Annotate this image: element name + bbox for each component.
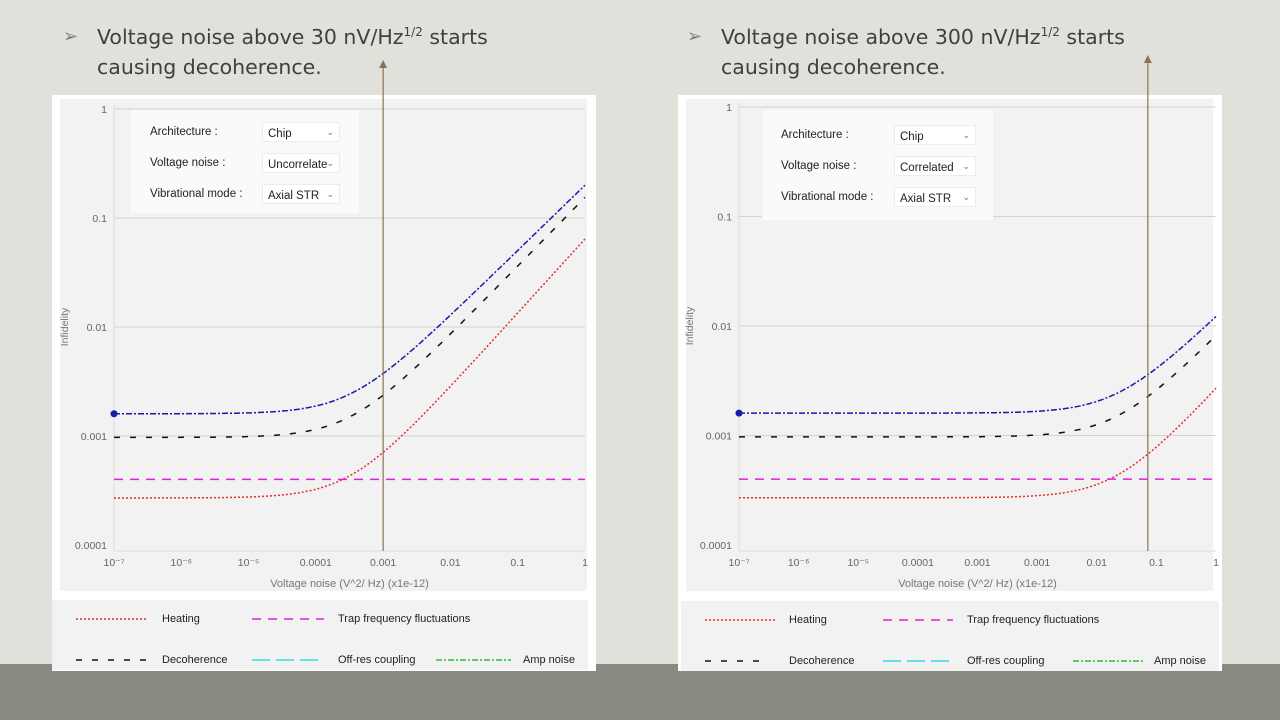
series-line-total xyxy=(114,184,586,415)
x-tick-label: 0.1 xyxy=(510,557,525,569)
x-tick-label: 1 xyxy=(582,557,588,569)
control-voltage-noise: Voltage noise : Correlated ⌄ xyxy=(762,156,993,180)
x-tick-label: 10⁻⁵ xyxy=(238,557,260,569)
vibrational-mode-select[interactable]: Axial STR ⌄ xyxy=(262,184,340,204)
chevron-down-icon: ⌄ xyxy=(326,189,334,199)
threshold-arrow-head xyxy=(1143,55,1152,63)
series-line-heating xyxy=(114,238,586,499)
control-voltage-noise: Voltage noise : Uncorrelate ⌄ xyxy=(131,153,359,177)
heading-left: ➢ Voltage noise above 30 nV/Hz1/2 starts… xyxy=(63,22,488,82)
y-axis-label: Infidelity xyxy=(59,307,71,346)
y-tick-label: 0.1 xyxy=(92,213,107,225)
x-tick-label: 10⁻⁷ xyxy=(103,557,124,569)
bullet-arrow-icon: ➢ xyxy=(687,26,703,47)
x-tick-label: 0.001 xyxy=(964,557,990,569)
x-tick-label: 0.01 xyxy=(440,557,461,569)
chevron-down-icon: ⌄ xyxy=(962,192,970,202)
chart-panel-left: 0.0001 0.001 0.01 0.1 1 10⁻⁷ 10⁻⁶ 10⁻⁵ 0.0001 0.0… xyxy=(52,60,596,671)
x-tick-label: 1 xyxy=(1213,557,1219,569)
series-start-marker xyxy=(110,410,118,418)
y-axis-label: Infidelity xyxy=(684,306,696,345)
x-tick-label: 10⁻⁵ xyxy=(847,557,869,569)
y-tick-label: 0.001 xyxy=(706,431,732,443)
control-architecture: Architecture : Chip ⌄ xyxy=(131,122,359,146)
y-tick-label: 0.01 xyxy=(712,321,733,333)
threshold-arrow-head xyxy=(379,60,388,68)
x-tick-label: 0.0001 xyxy=(300,557,332,569)
chevron-down-icon: ⌄ xyxy=(962,161,970,171)
x-tick-label: 0.001 xyxy=(1024,557,1050,569)
x-axis-label: Voltage noise (V^2/ Hz) (x1e-12) xyxy=(270,578,429,590)
x-tick-label: 10⁻⁶ xyxy=(171,557,193,569)
vibrational-mode-select[interactable]: Axial STR ⌄ xyxy=(894,187,976,207)
chart-panel-right: 0.0001 0.001 0.01 0.1 1 10⁻⁷ 10⁻⁶ 10⁻⁵ 0.0001 0.0… xyxy=(678,55,1222,671)
y-tick-label: 0.0001 xyxy=(700,540,732,552)
y-tick-label: 0.1 xyxy=(717,212,732,224)
voltage-noise-select[interactable]: Uncorrelate ⌄ xyxy=(262,153,340,173)
x-tick-label: 0.0001 xyxy=(902,557,934,569)
x-tick-label: 0.001 xyxy=(370,557,396,569)
series-start-marker xyxy=(735,409,743,417)
control-vibrational-mode: Vibrational mode : Axial STR ⌄ xyxy=(131,184,359,208)
controls-box: Architecture : Chip ⌄ Voltage noise : Unc… xyxy=(131,110,359,213)
series-line-decoherence xyxy=(114,196,586,439)
y-tick-label: 1 xyxy=(101,104,107,116)
x-axis-label: Voltage noise (V^2/ Hz) (x1e-12) xyxy=(898,578,1057,590)
control-vibrational-mode: Vibrational mode : Axial STR ⌄ xyxy=(762,187,993,211)
architecture-select[interactable]: Chip ⌄ xyxy=(262,122,340,142)
bullet-arrow-icon: ➢ xyxy=(63,26,79,47)
y-tick-label: 0.001 xyxy=(81,431,107,443)
x-tick-label: 0.1 xyxy=(1149,557,1164,569)
x-tick-label: 10⁻⁶ xyxy=(788,557,810,569)
control-architecture: Architecture : Chip ⌄ xyxy=(762,125,993,149)
chevron-down-icon: ⌄ xyxy=(962,130,970,140)
y-tick-label: 0.01 xyxy=(87,322,108,334)
x-tick-label: 0.01 xyxy=(1087,557,1108,569)
y-tick-label: 0.0001 xyxy=(75,540,107,552)
chevron-down-icon: ⌄ xyxy=(326,158,334,168)
controls-box: Architecture : Chip ⌄ Voltage noise : Cor… xyxy=(762,110,993,220)
architecture-select[interactable]: Chip ⌄ xyxy=(894,125,976,145)
voltage-noise-select[interactable]: Correlated ⌄ xyxy=(894,156,976,176)
y-tick-label: 1 xyxy=(726,102,732,114)
legend-box: Heating Trap frequency fluctuations Deco… xyxy=(681,601,1219,671)
legend-box: Heating Trap frequency fluctuations Deco… xyxy=(52,600,588,670)
slide-footer-band xyxy=(0,664,1280,720)
heading-right: ➢ Voltage noise above 300 nV/Hz1/2 start… xyxy=(687,22,1125,82)
chevron-down-icon: ⌄ xyxy=(326,127,334,137)
series-line-decoherence xyxy=(739,334,1217,438)
x-tick-label: 10⁻⁷ xyxy=(728,557,749,569)
series-line-heating xyxy=(739,387,1217,499)
